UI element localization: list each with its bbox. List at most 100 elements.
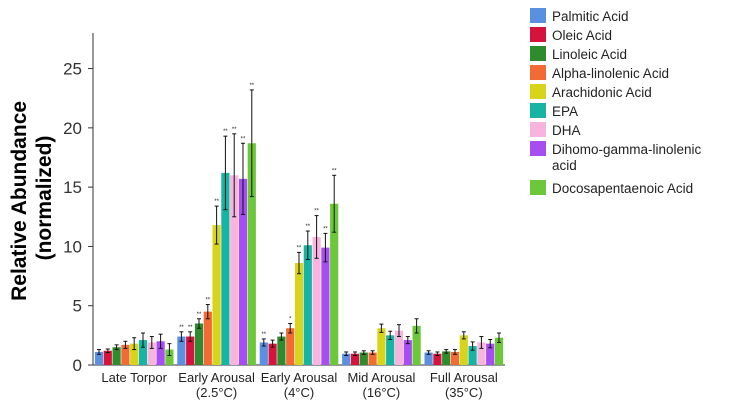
significance-marker: **: [188, 325, 193, 331]
y-tick-label: 20: [63, 119, 82, 138]
bar: [386, 335, 395, 365]
significance-marker: **: [232, 127, 237, 133]
significance-marker: **: [197, 312, 202, 318]
legend-label: Oleic Acid: [552, 28, 612, 43]
legend-item: Arachidonic Acid: [530, 84, 652, 100]
y-tick-label: 0: [73, 356, 82, 375]
legend-swatch: [530, 180, 546, 195]
bar: [177, 336, 186, 365]
bar: [412, 325, 421, 365]
bar: [238, 178, 248, 365]
bar: [147, 342, 156, 365]
bar: [94, 351, 104, 365]
significance-marker: **: [305, 224, 310, 230]
series-epa: ** **: [138, 129, 477, 365]
bar: [486, 343, 495, 365]
legend-label: Docosapentaenoic Acid: [552, 181, 693, 196]
bar: [194, 323, 204, 365]
bar: [277, 336, 286, 365]
legend-swatch: [530, 84, 546, 99]
bar: [121, 344, 130, 365]
legend-item: Alpha-linolenic Acid: [530, 65, 669, 81]
significance-marker: **: [223, 129, 228, 135]
series-oleic-acid: **: [103, 325, 442, 365]
legend-swatch: [530, 46, 546, 61]
bar: [303, 245, 312, 365]
legend: Palmitic Acid Oleic Acid Linoleic Acid Alph…: [530, 8, 702, 196]
legend-swatch: [530, 141, 546, 156]
significance-marker: **: [249, 83, 254, 89]
significance-marker: **: [323, 226, 328, 232]
legend-label: Dihomo-gamma-linolenic acid: [552, 142, 702, 173]
bar: [377, 328, 386, 365]
bar: [330, 203, 339, 365]
bar: [294, 263, 304, 365]
significance-marker: **: [297, 245, 302, 251]
bar: [103, 350, 112, 365]
significance-marker: **: [205, 298, 210, 304]
legend-item: DHA: [530, 122, 581, 138]
series-alpha-linolenic-acid: ***: [121, 298, 460, 365]
legend-label: Linoleic Acid: [552, 47, 627, 62]
bar: [468, 346, 477, 365]
bar: [321, 247, 330, 365]
x-category-label: Early Arousal (4°C): [261, 370, 338, 400]
bar: [494, 337, 504, 365]
bar: [165, 349, 174, 365]
significance-marker: **: [241, 136, 246, 142]
bar: [350, 353, 360, 365]
bar: [403, 340, 412, 365]
legend-label: Palmitic Acid: [552, 9, 629, 24]
y-tick-label: 5: [73, 297, 82, 316]
legend-swatch: [530, 27, 546, 42]
series-arachidonic-acid: ** **: [130, 199, 468, 365]
series-dihomo-gamma-linolenic-acid: ** **: [156, 136, 495, 365]
series-linoleic-acid: **: [112, 312, 451, 365]
significance-marker: **: [261, 332, 266, 338]
bar: [312, 236, 321, 365]
series-palmitic-acid: ** **: [94, 325, 433, 365]
bar: [221, 172, 230, 365]
bar: [212, 225, 221, 365]
legend-item: Palmitic Acid: [530, 8, 629, 24]
bar: [342, 353, 351, 365]
bar: [138, 340, 148, 365]
legend-label: Alpha-linolenic Acid: [552, 66, 669, 81]
bar: [459, 335, 468, 365]
bar: [186, 336, 195, 365]
legend-swatch: [530, 8, 546, 23]
y-axis-label-line-2: (normalized): [33, 136, 56, 261]
legend-swatch: [530, 103, 546, 118]
y-axis-label-line-1: Relative Abundance: [8, 101, 31, 301]
bar: [394, 330, 404, 365]
x-category-label: Early Arousal (2.5°C): [178, 370, 255, 400]
bar: [268, 343, 277, 365]
bar: [368, 352, 377, 365]
significance-marker: **: [332, 168, 337, 174]
series-dha: ** **: [147, 127, 486, 365]
legend-item: EPA: [530, 103, 578, 119]
y-ticks: 0 5 10 15 20 25: [63, 60, 93, 375]
bar: [424, 352, 433, 365]
bar: [359, 352, 368, 365]
x-category-labels: Late Torpor Early Arousal (2.5°C)Early Aro…: [101, 370, 497, 400]
x-category-label: Full Arousal (35°C): [430, 370, 498, 400]
legend-item: Dihomo-gamma-linolenic acid: [530, 141, 702, 173]
legend-item: Docosapentaenoic Acid: [530, 180, 693, 196]
bar: [433, 353, 442, 365]
significance-marker: *: [289, 317, 292, 323]
significance-marker: **: [179, 325, 184, 331]
bar: [130, 343, 139, 365]
bar: [156, 341, 165, 365]
bar: [247, 143, 256, 365]
legend-label: Arachidonic Acid: [552, 85, 652, 100]
bar: [230, 175, 239, 365]
bar: [112, 347, 121, 365]
legend-label: DHA: [552, 123, 581, 138]
legend-item: Linoleic Acid: [530, 46, 627, 62]
legend-label: EPA: [552, 104, 578, 119]
bar: [442, 351, 451, 365]
x-category-label: Mid Arousal (16°C): [347, 370, 415, 400]
significance-marker: **: [214, 199, 219, 205]
